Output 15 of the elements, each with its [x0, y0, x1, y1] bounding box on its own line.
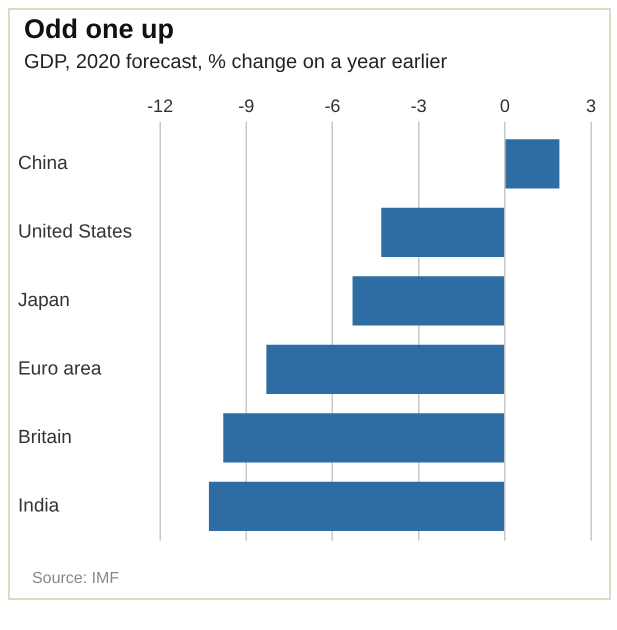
chart-title: Odd one up	[24, 14, 175, 45]
x-tick-label: -3	[410, 96, 427, 116]
x-tick-label: 0	[500, 96, 510, 116]
x-tick-label: -9	[238, 96, 254, 116]
chart-subtitle: GDP, 2020 forecast, % change on a year earlier	[24, 51, 448, 74]
y-tick-label: China	[18, 153, 68, 174]
y-tick-label: Japan	[18, 290, 70, 312]
y-tick-label: Euro area	[18, 358, 102, 380]
x-tick-label: -6	[324, 96, 340, 116]
y-tick-label: Britain	[18, 427, 72, 448]
y-tick-label: India	[18, 496, 60, 517]
source-note: Source: IMF	[32, 570, 120, 588]
x-tick-label: 3	[586, 96, 596, 116]
x-tick-label: -12	[147, 96, 174, 116]
y-tick-label: United States	[18, 222, 132, 243]
